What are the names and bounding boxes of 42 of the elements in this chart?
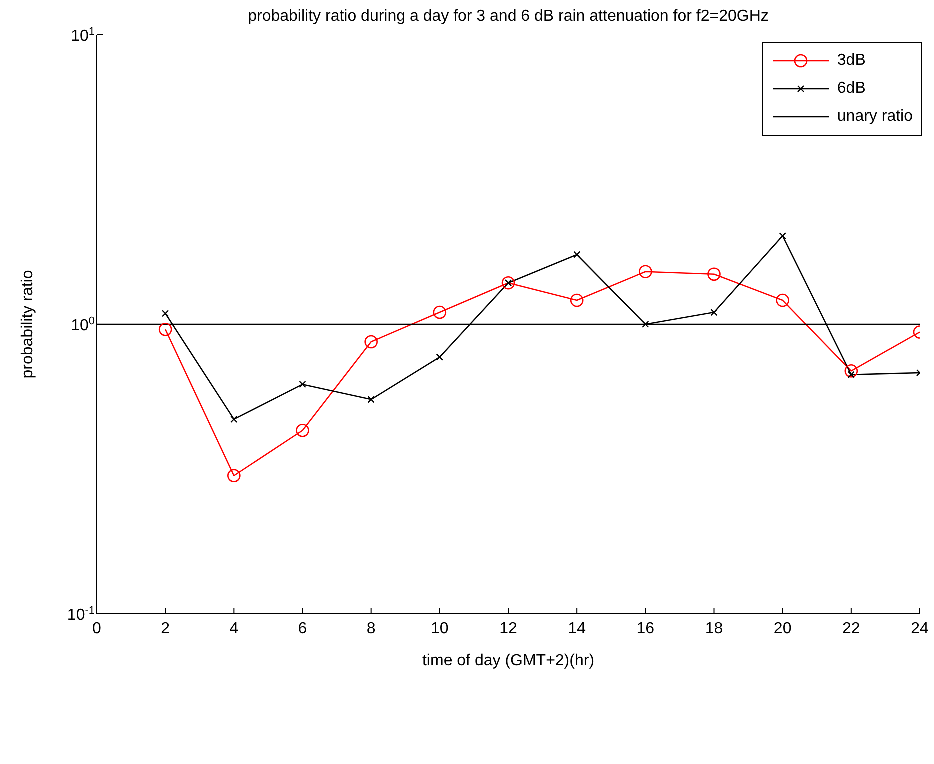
point: [436, 354, 444, 361]
point: [296, 424, 310, 438]
point: [708, 268, 721, 282]
y-tick-label: 10$^{0}$: [71, 316, 95, 334]
point: [639, 265, 652, 279]
x-tick-label: 24: [911, 620, 929, 638]
point: [433, 306, 447, 320]
legend-label: 3dB: [837, 52, 866, 70]
x-tick-label: 0: [92, 620, 102, 638]
x-tick-label: 14: [568, 620, 586, 638]
y-tick-label: 10$^{1}$: [71, 26, 95, 45]
point: [570, 294, 584, 308]
point: [844, 364, 858, 378]
point: [368, 396, 375, 404]
point: [779, 232, 786, 240]
legend-label: unary ratio: [837, 108, 913, 126]
point: [228, 469, 241, 483]
y-tick-label: 10$^{-1}$: [67, 605, 95, 624]
x-tick-label: 10: [431, 620, 449, 638]
point: [364, 335, 378, 349]
x-tick-label: 16: [636, 620, 655, 638]
point: [776, 294, 790, 308]
point: [573, 251, 581, 258]
point: [710, 308, 718, 316]
point: [299, 381, 306, 388]
point: [162, 310, 170, 318]
x-tick-label: 8: [366, 620, 376, 638]
y-axis-title: probability ratio: [20, 270, 37, 379]
x-tick-label: 2: [161, 620, 170, 638]
x-tick-label: 20: [774, 620, 792, 638]
x-tick-label: 12: [500, 620, 518, 638]
chart-title: probability ratio during a day for 3 and 6 dB rain attenuation for f2=20GHz: [247, 8, 770, 26]
point: [158, 322, 172, 336]
x-tick-label: 22: [842, 620, 860, 638]
x-tick-label: 18: [705, 620, 724, 638]
x-axis-title: time of day (GMT+2)(hr): [422, 652, 595, 670]
point: [642, 320, 650, 328]
x-tick-label: 6: [298, 620, 308, 638]
legend-label: 6dB: [837, 80, 866, 98]
point: [230, 416, 238, 424]
x-tick-label: 4: [230, 620, 239, 638]
point: [502, 276, 516, 290]
